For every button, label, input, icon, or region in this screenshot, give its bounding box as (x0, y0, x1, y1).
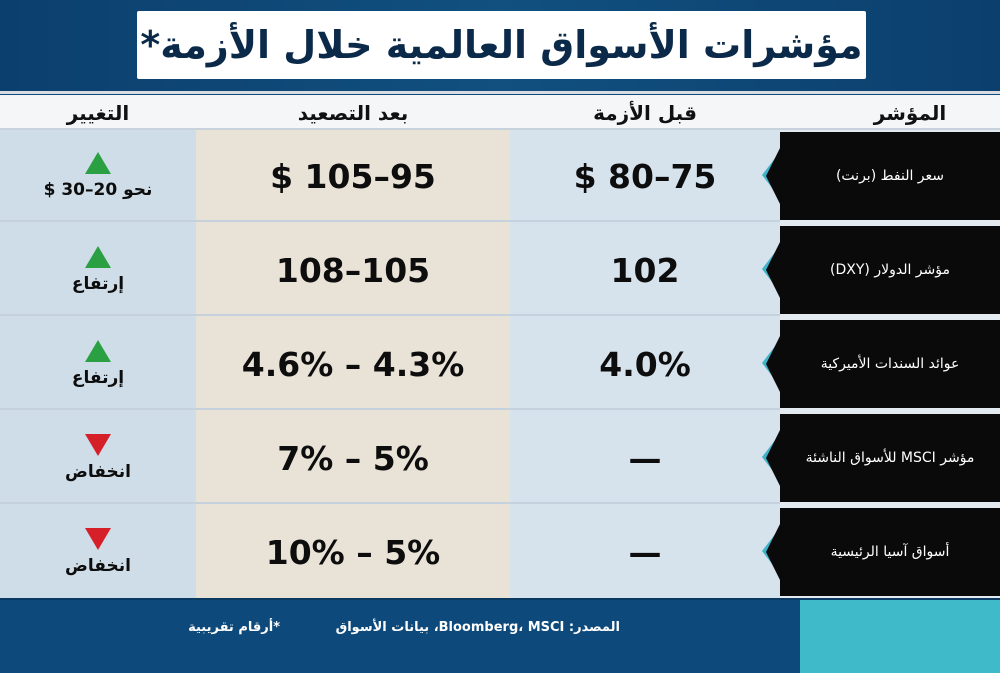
up-arrow-icon (85, 246, 111, 268)
column-header-indicator: المؤشر (873, 100, 947, 125)
row-divider (0, 408, 780, 410)
footer-bar (0, 600, 800, 673)
column-header-after: بعد التصعيد (297, 100, 409, 125)
source-note: المصدر: Bloomberg، MSCI، بيانات الأسواق (335, 620, 620, 635)
change-text-msci: انخفاض (65, 462, 131, 482)
after-column-band (196, 130, 510, 600)
page-title: مؤشرات الأسواق العالمية خلال الأزمة* (140, 23, 863, 67)
down-arrow-icon (85, 528, 111, 550)
column-header-change: التغيير (66, 100, 130, 125)
change-cell-bonds: إرتفاع (0, 320, 196, 408)
change-cell-oil: نحو 20–30 $ (0, 132, 196, 220)
header-bar: مؤشرات الأسواق العالمية خلال الأزمة* (0, 0, 1000, 94)
change-cell-asia: انخفاض (0, 508, 196, 596)
value-before-asia: — (628, 532, 662, 572)
column-header-row (0, 95, 1000, 130)
row-label-msci: مؤشر MSCI للأسواق الناشئة (780, 414, 1000, 502)
change-text-asia: انخفاض (65, 556, 131, 576)
value-before-bonds: 4.0% (599, 344, 691, 384)
row-label-dxy: مؤشر الدولار (DXY) (780, 226, 1000, 314)
column-header-before: قبل الأزمة (593, 100, 697, 125)
row-label-bonds: عوائد السندات الأميركية (780, 320, 1000, 408)
change-cell-msci: انخفاض (0, 414, 196, 502)
change-text-bonds: إرتفاع (71, 368, 125, 388)
up-arrow-icon (85, 340, 111, 362)
change-cell-dxy: إرتفاع (0, 226, 196, 314)
value-before-msci: — (628, 438, 662, 478)
value-after-bonds: 4.6% – 4.3% (241, 344, 465, 384)
footer-divider (0, 598, 1000, 601)
footer-accent-block (800, 600, 1000, 673)
value-before-oil: $ 80–75 (573, 156, 717, 196)
change-column-band (0, 130, 196, 600)
change-text-oil: نحو 20–30 $ (43, 180, 153, 200)
value-after-asia: 10% – 5% (265, 532, 441, 572)
up-arrow-icon (85, 152, 111, 174)
change-text-dxy: إرتفاع (71, 274, 125, 294)
value-after-oil: $ 105–95 (270, 156, 436, 196)
before-column-band (510, 130, 780, 600)
value-after-msci: 7% – 5% (277, 438, 429, 478)
row-divider (0, 502, 780, 504)
value-before-dxy: 102 (610, 250, 680, 290)
row-label-asia: أسواق آسيا الرئيسية (780, 508, 1000, 596)
value-after-dxy: 108–105 (275, 250, 431, 290)
row-label-oil: سعر النفط (برنت) (780, 132, 1000, 220)
row-divider (0, 220, 780, 222)
title-box: مؤشرات الأسواق العالمية خلال الأزمة* (137, 11, 866, 79)
approximate-note: *أرقام تقريبية (188, 620, 280, 635)
row-divider (0, 314, 780, 316)
down-arrow-icon (85, 434, 111, 456)
